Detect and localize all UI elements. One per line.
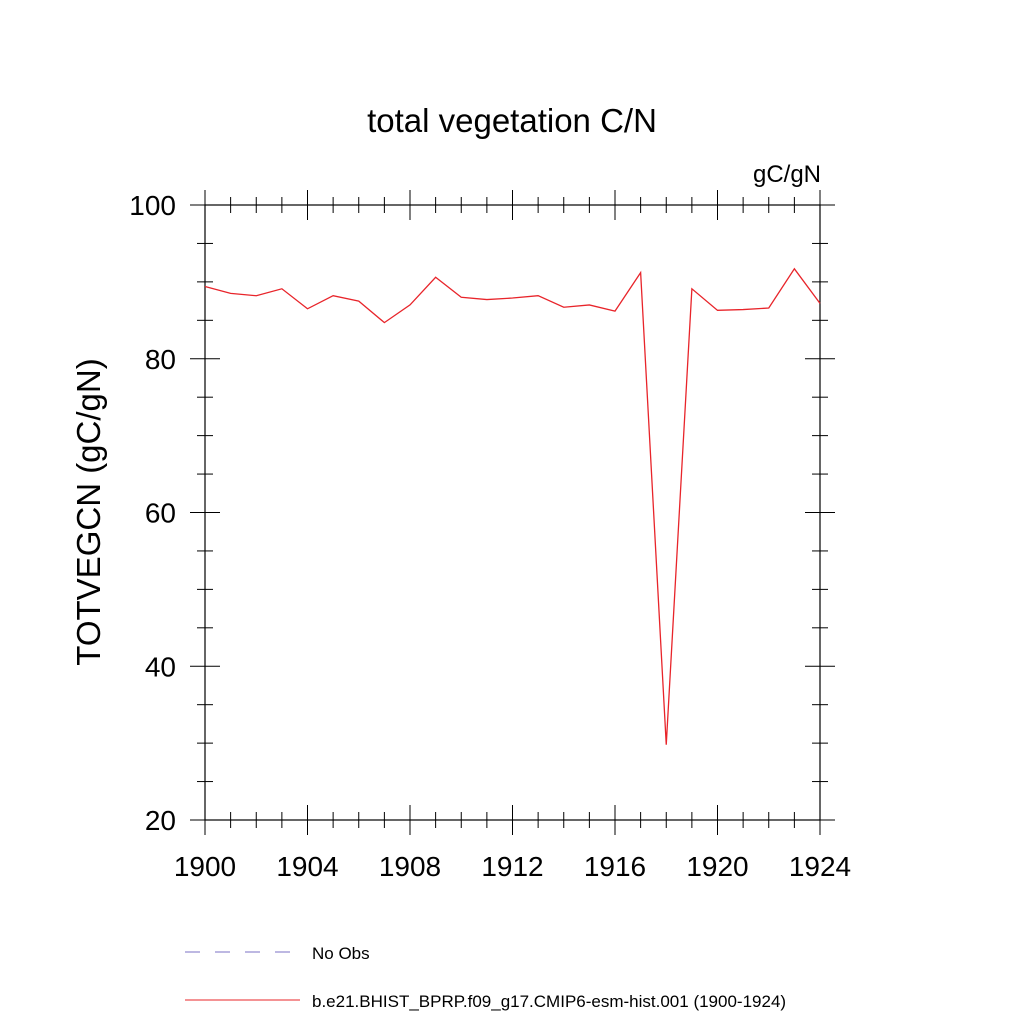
y-tick-label: 40 (145, 651, 176, 682)
x-tick-label: 1924 (789, 851, 851, 882)
plot-frame (204, 204, 821, 821)
x-tick-label: 1900 (174, 851, 236, 882)
chart-title: total vegetation C/N (367, 102, 657, 139)
legend: No Obs b.e21.BHIST_BPRP.f09_g17.CMIP6-es… (185, 944, 786, 1011)
units-label: gC/gN (753, 161, 821, 188)
x-tick-label: 1916 (584, 851, 646, 882)
x-tick-label: 1908 (379, 851, 441, 882)
x-tick-label: 1904 (276, 851, 338, 882)
plot-area: 1900 1904 1908 1912 1916 1920 1924 20 40 60 80 100 (129, 190, 851, 882)
y-tick-label: 20 (145, 805, 176, 836)
y-tick-label: 80 (145, 344, 176, 375)
x-tick-label: 1920 (686, 851, 748, 882)
series-line-1 (204, 267, 821, 745)
y-tick-label: 100 (129, 190, 176, 221)
legend-label-no-obs: No Obs (312, 944, 370, 963)
y-axis-label: TOTVEGCN (gC/gN) (70, 358, 107, 665)
y-tick-label: 60 (145, 498, 176, 529)
x-tick-label: 1912 (481, 851, 543, 882)
legend-label-model-run: b.e21.BHIST_BPRP.f09_g17.CMIP6-esm-hist.… (312, 992, 786, 1011)
